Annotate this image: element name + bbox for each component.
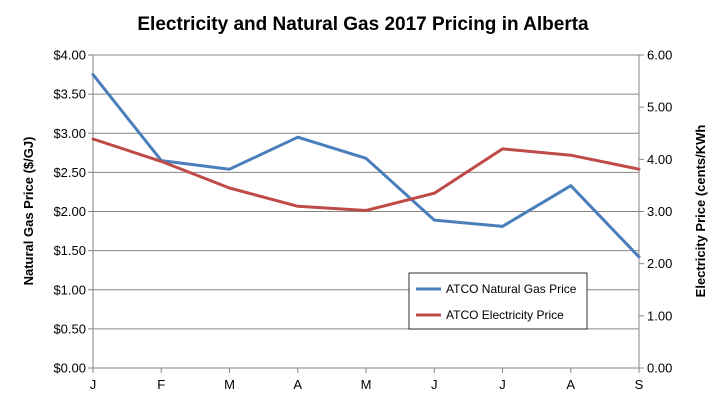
left-axis-label: Natural Gas Price ($/GJ) xyxy=(21,137,36,286)
right-axis-ticks: 0.00 1.00 2.00 3.00 4.00 5.00 6.00 xyxy=(639,48,672,376)
x-tick-label: A xyxy=(566,377,575,392)
left-tick-label: $2.00 xyxy=(53,204,86,219)
right-axis-label: Electricity Price (cents/KWh xyxy=(693,125,708,298)
left-tick-label: $1.00 xyxy=(53,282,86,297)
left-tick-label: $3.50 xyxy=(53,87,86,102)
x-tick-label: M xyxy=(224,377,235,392)
series-line-natural-gas xyxy=(91,73,641,259)
left-axis-ticks: $0.00 $0.50 $1.00 $1.50 $2.00 $2.50 $3.00 $3.50… xyxy=(53,48,93,376)
x-tick-label: J xyxy=(499,377,506,392)
x-tick-label: F xyxy=(157,377,165,392)
right-tick-label: 1.00 xyxy=(647,308,672,323)
left-tick-label: $0.00 xyxy=(53,361,86,376)
right-tick-label: 4.00 xyxy=(647,152,672,167)
right-tick-label: 2.00 xyxy=(647,256,672,271)
legend-box xyxy=(408,272,588,330)
x-tick-label: A xyxy=(293,377,302,392)
right-tick-label: 3.00 xyxy=(647,204,672,219)
legend-label-electricity: ATCO Electricity Price xyxy=(446,308,564,322)
x-tick-label: J xyxy=(431,377,438,392)
plot-area-border xyxy=(92,54,640,369)
x-tick-label: S xyxy=(635,377,644,392)
x-tick-label: J xyxy=(90,377,97,392)
legend-label-gas: ATCO Natural Gas Price xyxy=(446,282,577,296)
right-tick-label: 0.00 xyxy=(647,361,672,376)
series-line-electricity xyxy=(91,137,641,212)
chart-title: Electricity and Natural Gas 2017 Pricing… xyxy=(137,14,589,35)
right-tick-label: 6.00 xyxy=(647,48,672,63)
series-lines xyxy=(91,73,641,259)
x-tick-label: M xyxy=(361,377,372,392)
left-tick-label: $4.00 xyxy=(53,48,86,63)
left-tick-label: $2.50 xyxy=(53,165,86,180)
left-tick-label: $3.00 xyxy=(53,126,86,141)
legend: ATCO Natural Gas Price ATCO Electricity … xyxy=(408,272,588,330)
right-tick-label: 5.00 xyxy=(647,100,672,115)
left-tick-label: $0.50 xyxy=(53,321,86,336)
left-tick-label: $1.50 xyxy=(53,243,86,258)
